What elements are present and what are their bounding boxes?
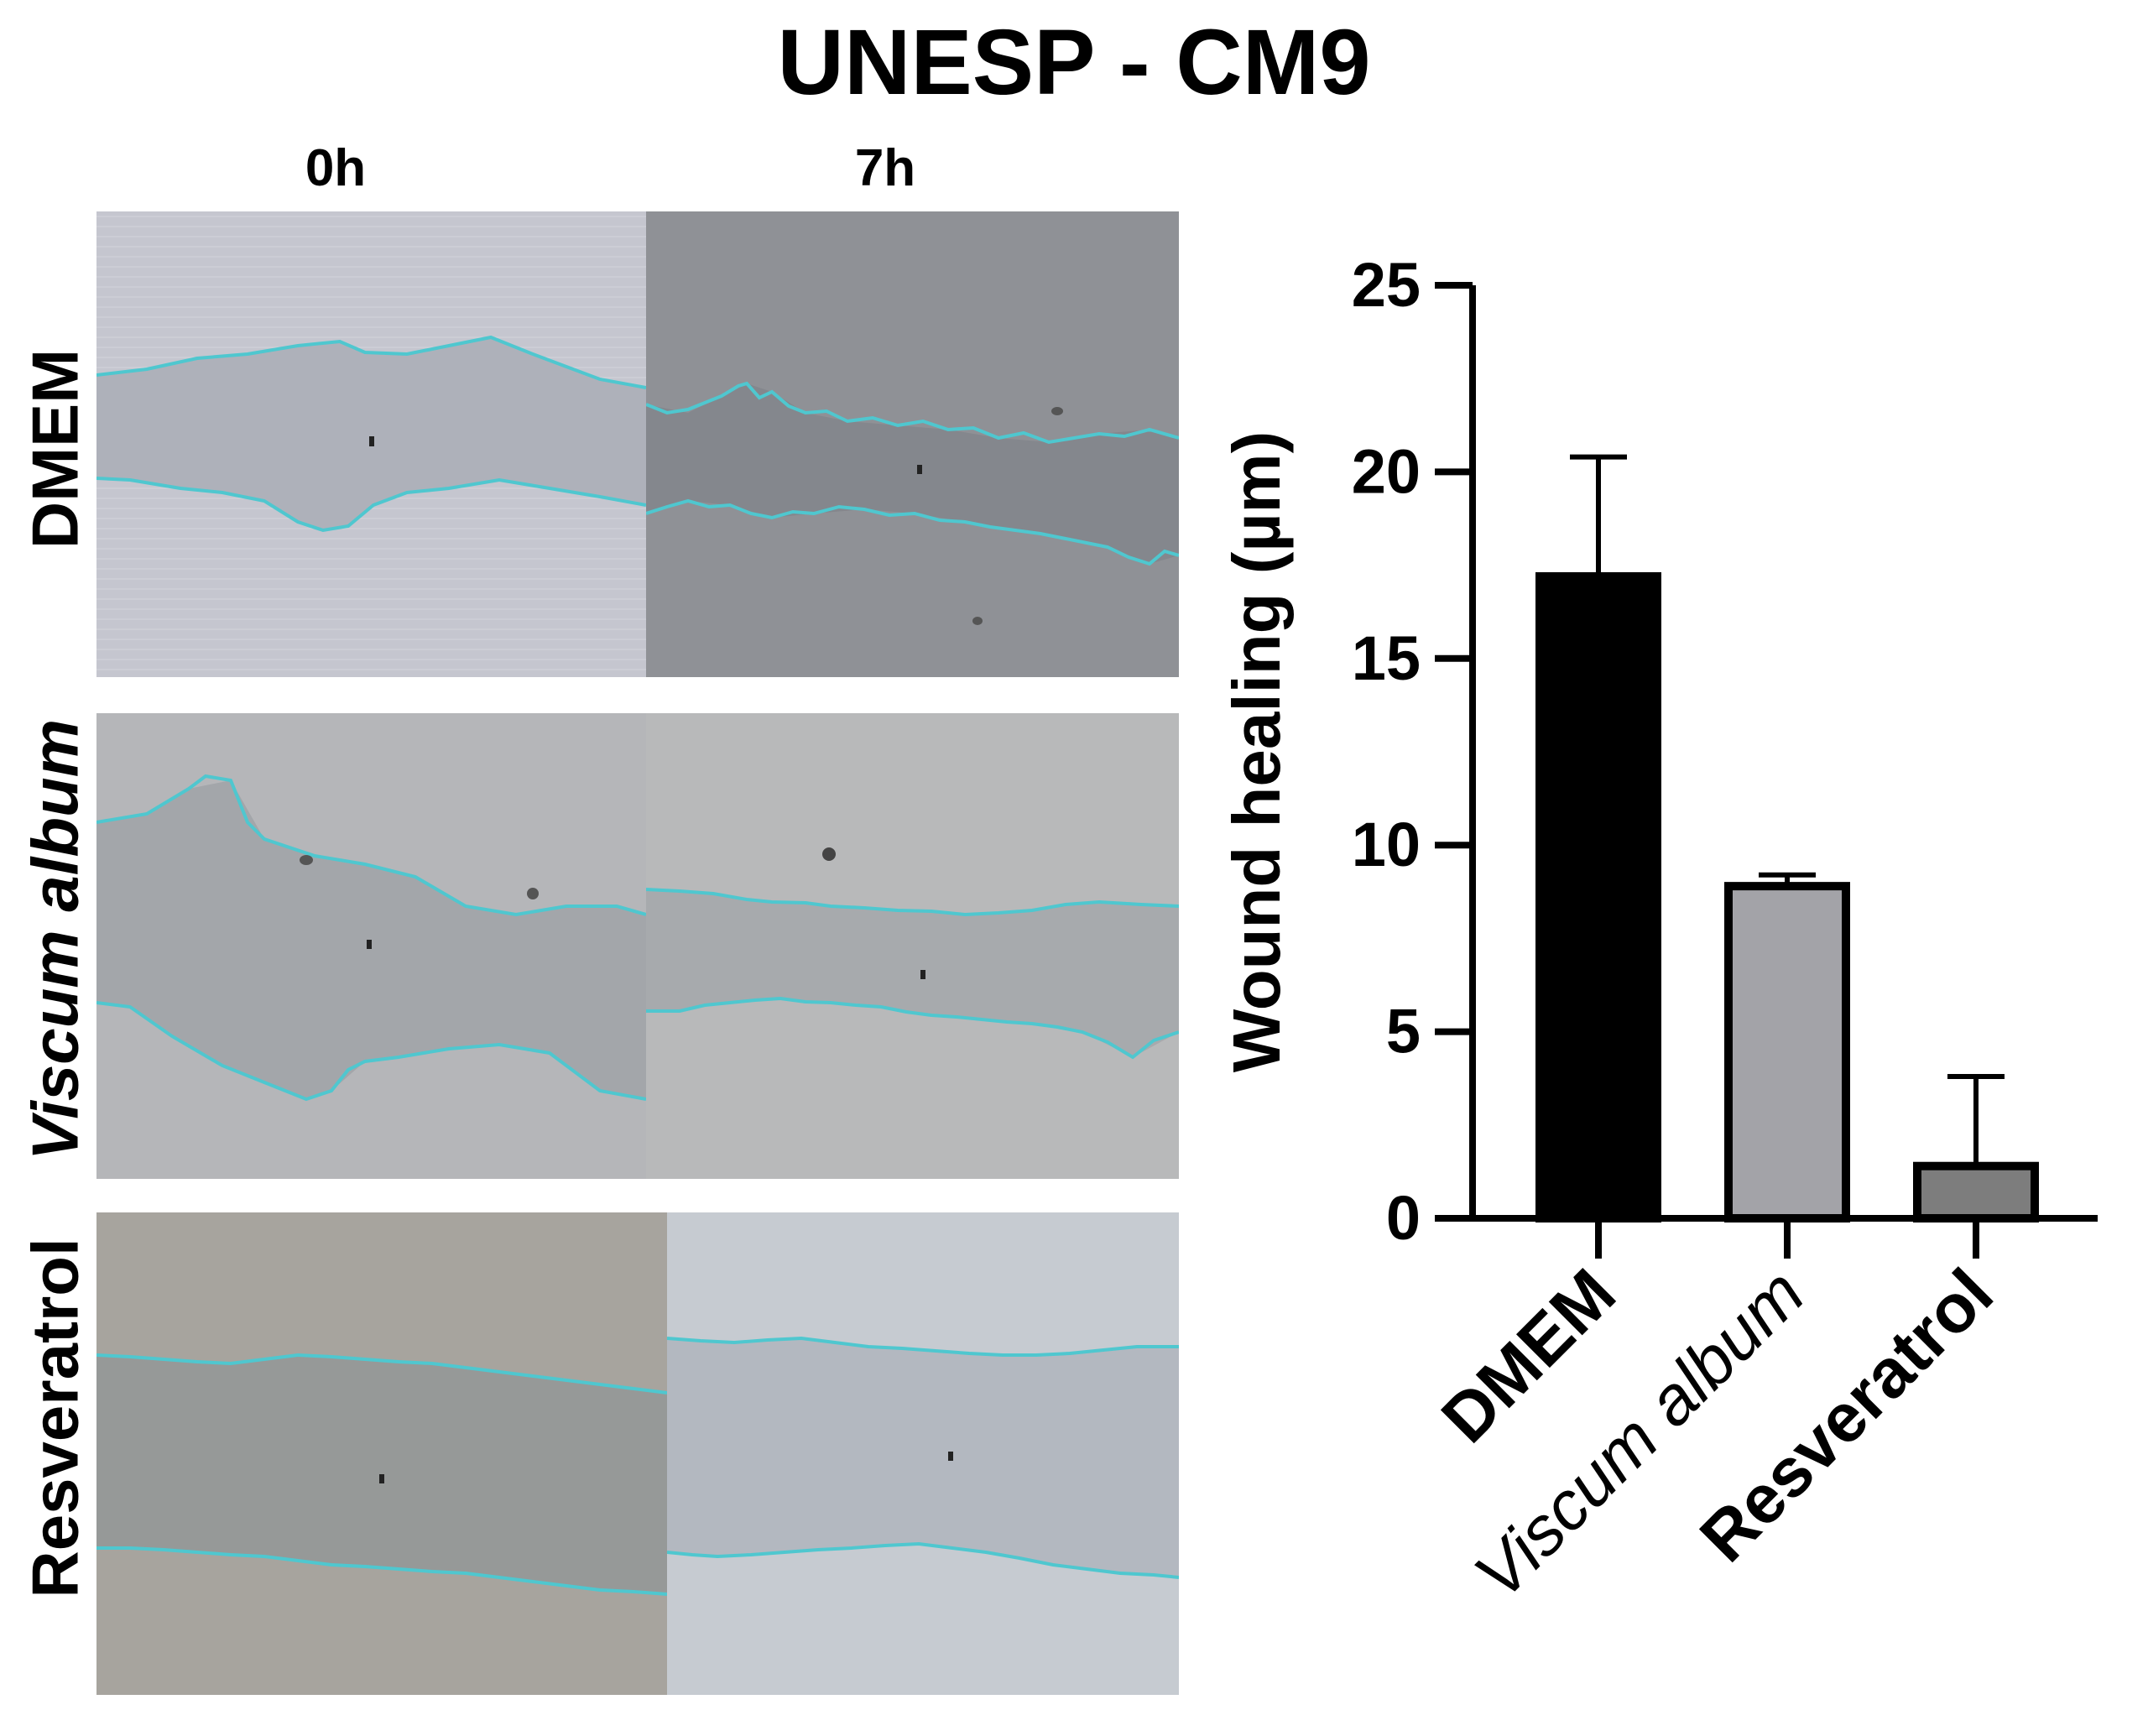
micrograph-resveratrol-7h bbox=[667, 1212, 1179, 1695]
micrograph-viscum-album-0h bbox=[96, 713, 646, 1179]
y-tick-label: 20 bbox=[1352, 436, 1421, 506]
y-axis-label: Wound healing (µm) bbox=[1219, 431, 1294, 1073]
row-label-dmem: DMEM bbox=[18, 348, 92, 550]
row-label-viscum-album: Viscum album bbox=[18, 719, 92, 1160]
y-tick-label: 15 bbox=[1352, 623, 1421, 693]
y-tick-label: 5 bbox=[1386, 997, 1421, 1066]
column-label-7h: 7h bbox=[854, 139, 916, 197]
bar-viscum-album bbox=[1724, 882, 1850, 1222]
micrograph-dmem-0h bbox=[96, 211, 646, 677]
row-label-resveratrol: Resveratrol bbox=[18, 1238, 92, 1598]
y-tick-label: 0 bbox=[1386, 1183, 1421, 1253]
micrograph-viscum-album-7h bbox=[646, 713, 1179, 1179]
x-tick-label: Viscum album bbox=[1460, 1254, 1818, 1613]
micrograph-dmem-7h bbox=[646, 211, 1179, 677]
figure-title: UNESP - CM9 bbox=[777, 11, 1371, 114]
micrograph-resveratrol-0h bbox=[96, 1212, 667, 1695]
column-label-0h: 0h bbox=[305, 139, 367, 197]
y-tick-label: 10 bbox=[1352, 810, 1421, 879]
bar-resveratrol bbox=[1913, 1161, 2039, 1223]
bar-dmem bbox=[1535, 571, 1661, 1223]
y-tick-label: 25 bbox=[1352, 250, 1421, 320]
